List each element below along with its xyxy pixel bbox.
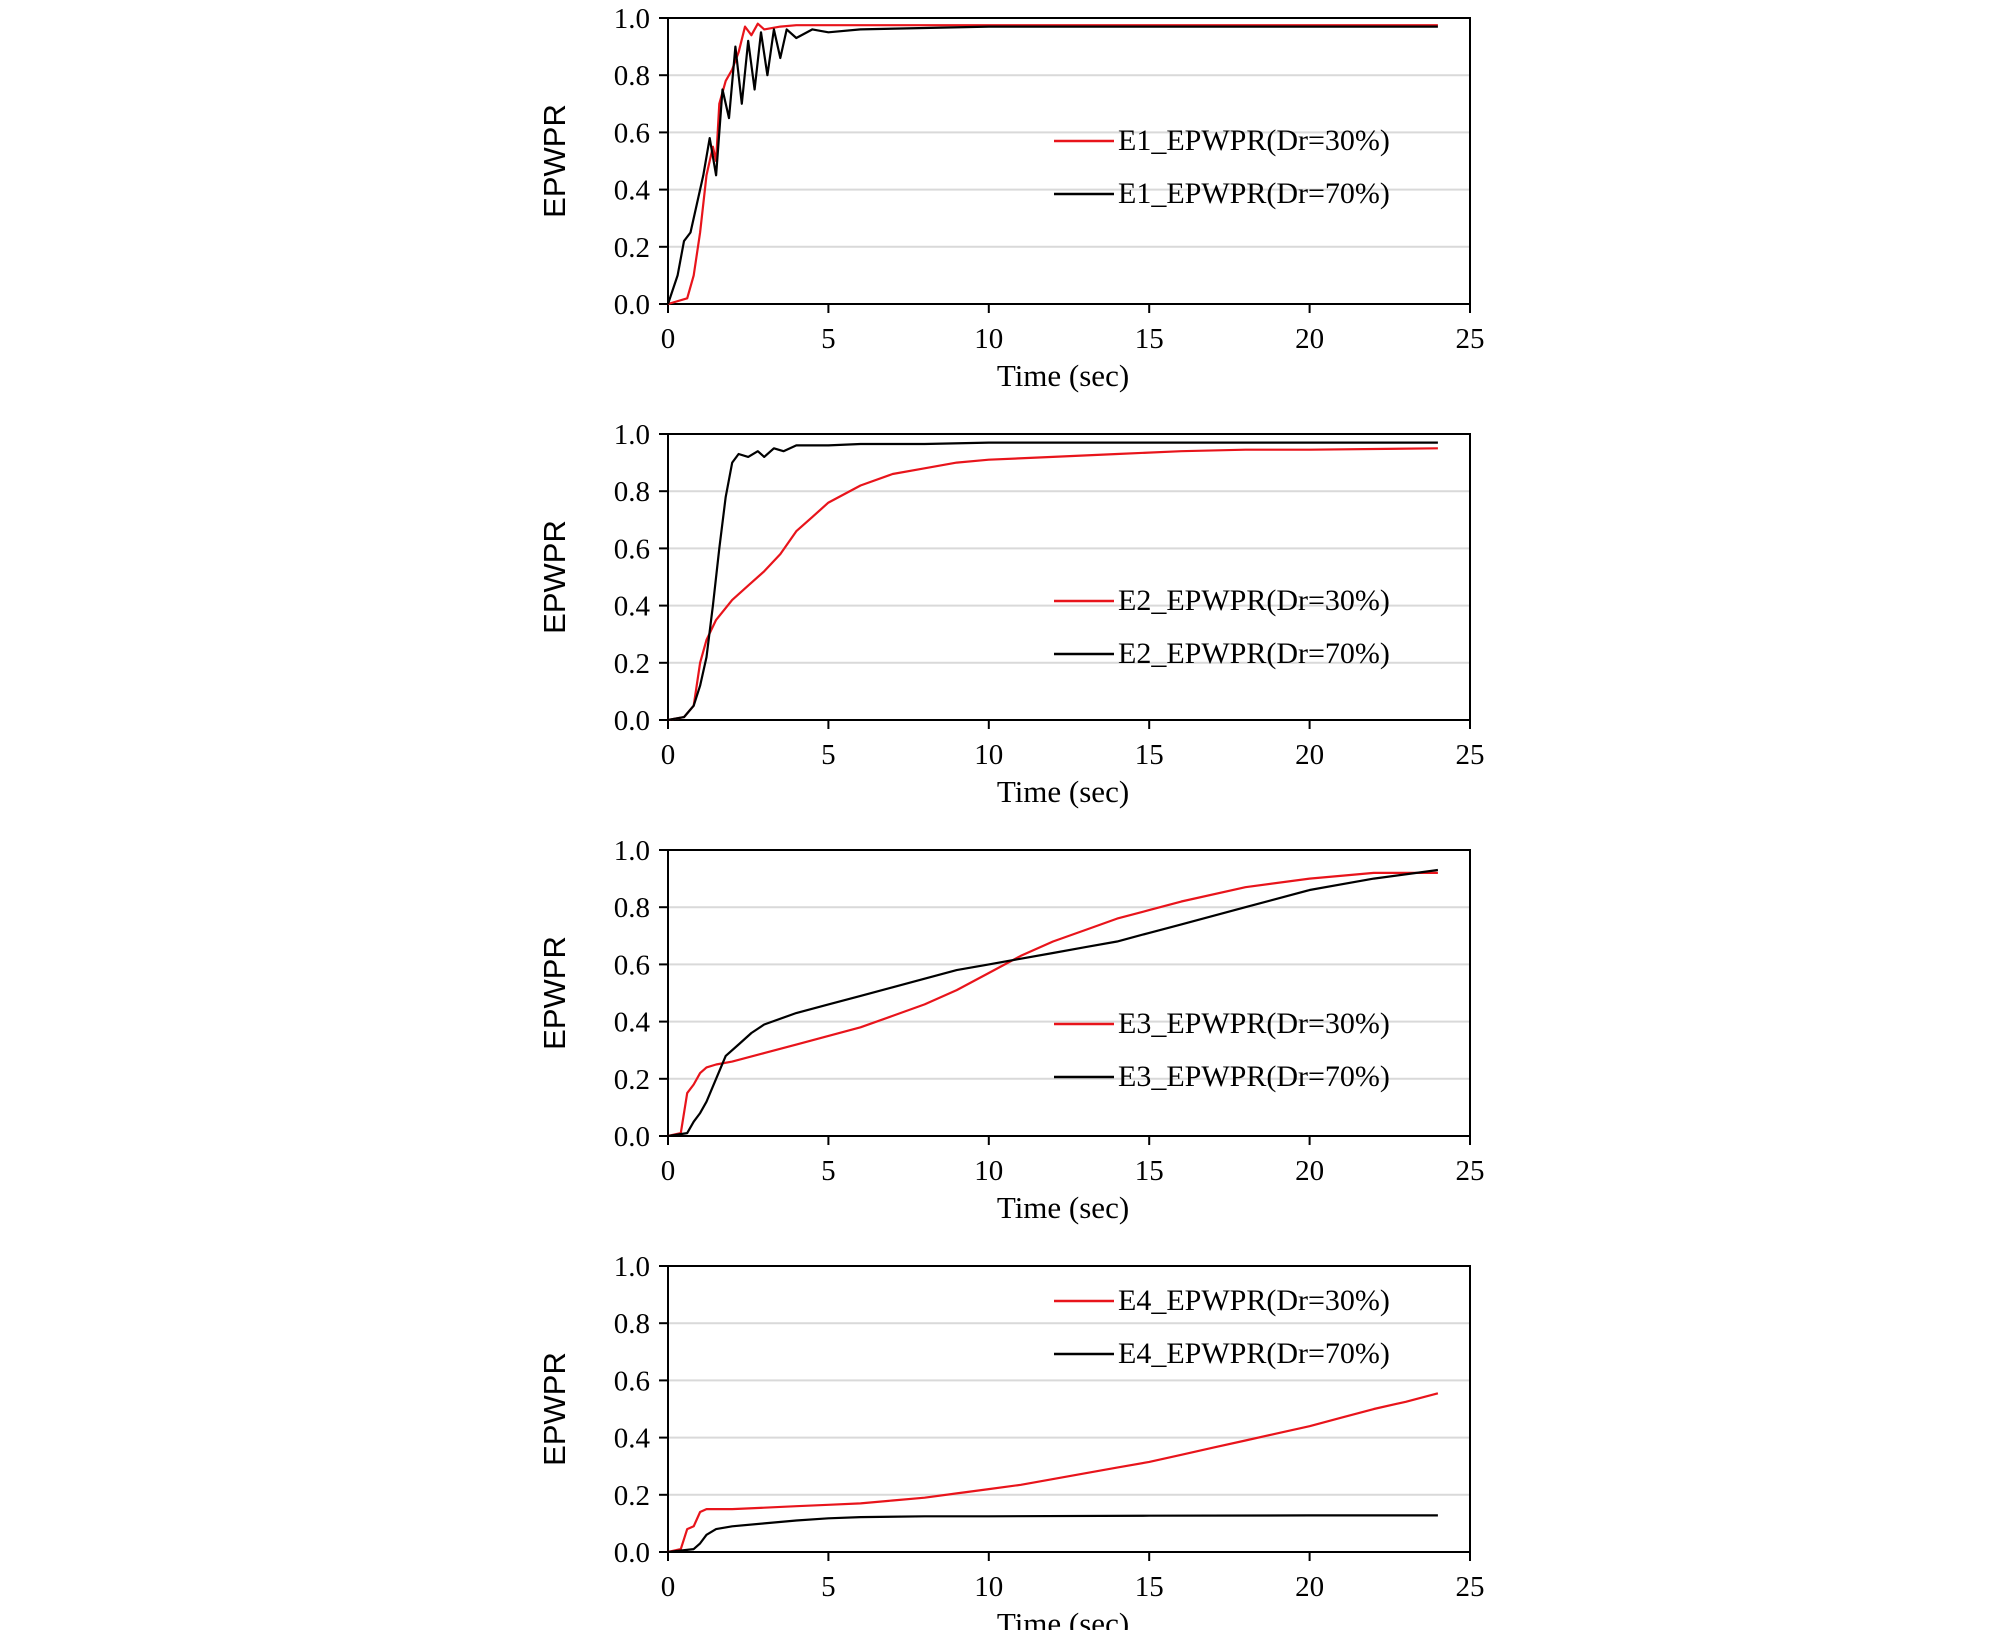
x-tick-label: 15 [1135, 739, 1164, 771]
chart-panel-2: 0.0 0.2 0.4 0.6 0.8 1.0 0 5 10 15 20 25 Time (sec) EP… [537, 419, 1485, 809]
plot-frame [667, 17, 1471, 305]
y-tick-label: 0.8 [614, 60, 650, 92]
x-axis-title: Time (sec) [997, 1606, 1129, 1630]
y-axis-title: EPWPR [537, 936, 572, 1050]
series-line-1 [667, 1392, 1439, 1554]
x-tick-label: 15 [1135, 1155, 1164, 1187]
y-tick-label: 1.0 [614, 835, 650, 867]
y-tick-label: 0.2 [614, 1480, 650, 1512]
y-tick-label: 0.6 [614, 533, 650, 565]
series-line-1 [667, 22, 1438, 306]
y-axis-title: EPWPR [537, 1352, 572, 1466]
x-tick-label: 10 [974, 1155, 1003, 1187]
x-tick-label: 15 [1135, 1571, 1164, 1603]
chart-panel-4: 0.0 0.2 0.4 0.6 0.8 1.0 0 5 10 15 20 25 Time (sec) EP… [537, 1251, 1485, 1630]
y-tick-label: 0.2 [614, 648, 650, 680]
chart-panel-3: 0.0 0.2 0.4 0.6 0.8 1.0 0 5 10 15 20 25 Time (sec) EP… [537, 835, 1485, 1225]
x-tick-label: 25 [1456, 1571, 1485, 1603]
y-tick-label: 0.6 [614, 117, 650, 149]
y-tick-label: 0.4 [614, 1007, 651, 1039]
x-axis-title: Time (sec) [997, 1190, 1129, 1225]
y-tick-label: 0.0 [614, 705, 650, 737]
series-line-1 [667, 871, 1438, 1138]
x-tick-label: 20 [1295, 1155, 1324, 1187]
y-axis-title: EPWPR [537, 104, 572, 218]
plot-frame [667, 849, 1471, 1137]
y-tick-label: 0.2 [614, 232, 650, 264]
x-tick-label: 25 [1456, 323, 1485, 355]
chart-panel-1: 0.0 0.2 0.4 0.6 0.8 1.0 0 5 10 15 20 25 Time (sec) EP… [537, 3, 1485, 393]
series-line-1 [667, 447, 1438, 722]
y-tick-label: 0.6 [614, 949, 650, 981]
x-tick-label: 10 [974, 1571, 1003, 1603]
x-tick-label: 10 [974, 323, 1003, 355]
x-tick-label: 0 [661, 1155, 676, 1187]
legend-entry-1: E2_EPWPR(Dr=30%) [1118, 584, 1390, 617]
y-tick-label: 0.8 [614, 476, 650, 508]
x-tick-label: 5 [821, 1155, 836, 1187]
plot-frame [667, 433, 1471, 721]
y-tick-label: 1.0 [614, 3, 650, 35]
series-line-2 [667, 868, 1439, 1138]
y-tick-label: 0.2 [614, 1064, 650, 1096]
y-axis-title: EPWPR [537, 520, 572, 634]
series-line-2 [667, 1514, 1438, 1554]
y-tick-label: 0.4 [614, 175, 651, 207]
series-line-2 [666, 25, 1438, 305]
legend-entry-2: E2_EPWPR(Dr=70%) [1118, 637, 1390, 670]
x-tick-label: 20 [1295, 323, 1324, 355]
y-tick-label: 0.8 [614, 892, 650, 924]
plot-frame [667, 1265, 1471, 1553]
x-tick-label: 20 [1295, 739, 1324, 771]
y-tick-label: 1.0 [614, 1251, 650, 1283]
legend-entry-1: E4_EPWPR(Dr=30%) [1118, 1284, 1390, 1317]
y-tick-label: 1.0 [614, 419, 650, 451]
y-tick-label: 0.8 [614, 1308, 650, 1340]
legend-entry-1: E3_EPWPR(Dr=30%) [1118, 1007, 1390, 1040]
x-tick-label: 0 [661, 323, 676, 355]
x-tick-label: 5 [821, 739, 836, 771]
x-axis-title: Time (sec) [997, 774, 1129, 809]
y-tick-label: 0.6 [614, 1365, 650, 1397]
x-tick-label: 5 [821, 1571, 836, 1603]
x-tick-label: 0 [661, 1571, 676, 1603]
x-tick-label: 10 [974, 739, 1003, 771]
legend-entry-2: E1_EPWPR(Dr=70%) [1118, 177, 1390, 210]
x-tick-label: 0 [661, 739, 676, 771]
x-tick-label: 25 [1456, 1155, 1485, 1187]
series-line-2 [667, 441, 1438, 722]
x-tick-label: 15 [1135, 323, 1164, 355]
x-tick-label: 5 [821, 323, 836, 355]
x-tick-label: 20 [1295, 1571, 1324, 1603]
y-tick-label: 0.0 [614, 1121, 650, 1153]
y-tick-label: 0.4 [614, 1423, 651, 1455]
y-tick-label: 0.0 [614, 289, 650, 321]
legend-entry-1: E1_EPWPR(Dr=30%) [1118, 124, 1390, 157]
x-tick-label: 25 [1456, 739, 1485, 771]
y-tick-label: 0.4 [614, 591, 651, 623]
legend-entry-2: E4_EPWPR(Dr=70%) [1118, 1337, 1390, 1370]
y-tick-label: 0.0 [614, 1537, 650, 1569]
x-axis-title: Time (sec) [997, 358, 1129, 393]
legend-entry-2: E3_EPWPR(Dr=70%) [1118, 1060, 1390, 1093]
